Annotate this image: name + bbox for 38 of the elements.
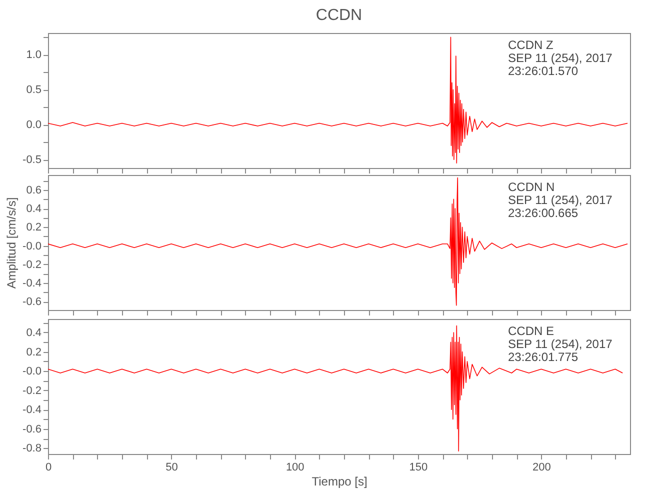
annotation: CCDN N [508, 180, 555, 194]
annotation: 23:26:01.775 [508, 350, 578, 364]
x-axis-title: Tiempo [s] [312, 474, 368, 488]
y-axis-title: Amplitud [cm/s/s] [4, 197, 19, 289]
line-series [48, 177, 628, 306]
annotation: SEP 11 (254), 2017 [508, 337, 613, 351]
y-tick-label: -0.0 [22, 366, 42, 378]
x-tick-label: 100 [286, 462, 304, 474]
annotation: CCDN Z [508, 38, 554, 52]
y-tick-label: -0.8 [22, 442, 42, 455]
x-tick-label: 200 [532, 462, 551, 474]
y-tick-label: 0.2 [26, 346, 42, 358]
y-tick-label: 0.4 [26, 327, 42, 339]
y-tick-label: 0.0 [26, 119, 42, 132]
y-tick-label: -0.0 [22, 240, 42, 252]
y-tick-label: 0.6 [26, 184, 42, 196]
y-tick-label: 0.5 [26, 84, 42, 96]
y-tick-label: -0.6 [22, 423, 42, 436]
y-tick-label: 0.2 [26, 222, 42, 234]
y-tick-label: -0.4 [22, 278, 42, 290]
annotation: SEP 11 (254), 2017 [508, 193, 613, 207]
y-tick-label: -0.5 [22, 154, 42, 166]
y-tick-label: 1.0 [26, 49, 42, 62]
y-tick-label: -0.4 [22, 404, 42, 416]
line-series [48, 325, 623, 452]
line-series [48, 36, 628, 164]
x-tick-label: 50 [166, 462, 178, 474]
chart-title: CCDN [316, 7, 362, 24]
x-tick-label: 0 [45, 462, 52, 474]
annotation: SEP 11 (254), 2017 [508, 51, 613, 65]
x-tick-label: 150 [409, 462, 428, 474]
annotation: CCDN E [508, 324, 554, 338]
y-tick-label: -0.6 [22, 296, 42, 308]
y-tick-label: -0.2 [22, 384, 42, 397]
annotation: 23:26:01.570 [508, 64, 578, 78]
y-tick-label: 0.4 [26, 203, 42, 216]
y-tick-label: -0.2 [22, 258, 42, 271]
annotation: 23:26:00.665 [508, 206, 578, 220]
